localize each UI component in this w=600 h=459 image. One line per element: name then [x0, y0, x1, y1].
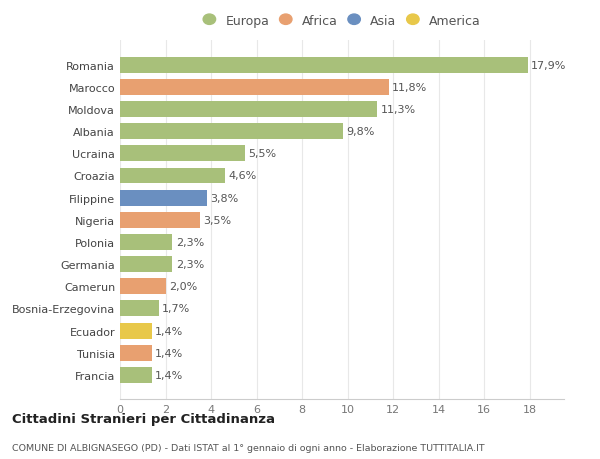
Text: 3,5%: 3,5%	[203, 215, 231, 225]
Text: 3,8%: 3,8%	[210, 193, 238, 203]
Text: 2,3%: 2,3%	[176, 259, 204, 269]
Bar	[120, 367, 152, 383]
Text: 17,9%: 17,9%	[531, 61, 566, 71]
Bar	[120, 168, 225, 184]
Bar	[120, 257, 172, 273]
Text: 1,4%: 1,4%	[155, 348, 184, 358]
Bar	[120, 235, 172, 251]
Text: 1,4%: 1,4%	[155, 326, 184, 336]
Bar	[120, 213, 200, 228]
Text: 1,7%: 1,7%	[162, 304, 190, 314]
Bar	[120, 345, 152, 361]
Text: 9,8%: 9,8%	[347, 127, 375, 137]
Text: 2,0%: 2,0%	[169, 282, 197, 291]
Text: 11,3%: 11,3%	[381, 105, 416, 115]
Bar	[120, 146, 245, 162]
Text: 5,5%: 5,5%	[248, 149, 277, 159]
Bar	[120, 279, 166, 295]
Text: COMUNE DI ALBIGNASEGO (PD) - Dati ISTAT al 1° gennaio di ogni anno - Elaborazion: COMUNE DI ALBIGNASEGO (PD) - Dati ISTAT …	[12, 443, 485, 452]
Text: Cittadini Stranieri per Cittadinanza: Cittadini Stranieri per Cittadinanza	[12, 412, 275, 425]
Bar	[120, 124, 343, 140]
Bar	[120, 80, 389, 95]
Text: 1,4%: 1,4%	[155, 370, 184, 380]
Bar	[120, 323, 152, 339]
Legend: Europa, Africa, Asia, America: Europa, Africa, Asia, America	[203, 15, 481, 28]
Bar	[120, 190, 206, 206]
Text: 11,8%: 11,8%	[392, 83, 427, 93]
Bar	[120, 102, 377, 118]
Bar	[120, 301, 159, 317]
Text: 2,3%: 2,3%	[176, 237, 204, 247]
Text: 4,6%: 4,6%	[228, 171, 256, 181]
Bar	[120, 57, 527, 73]
